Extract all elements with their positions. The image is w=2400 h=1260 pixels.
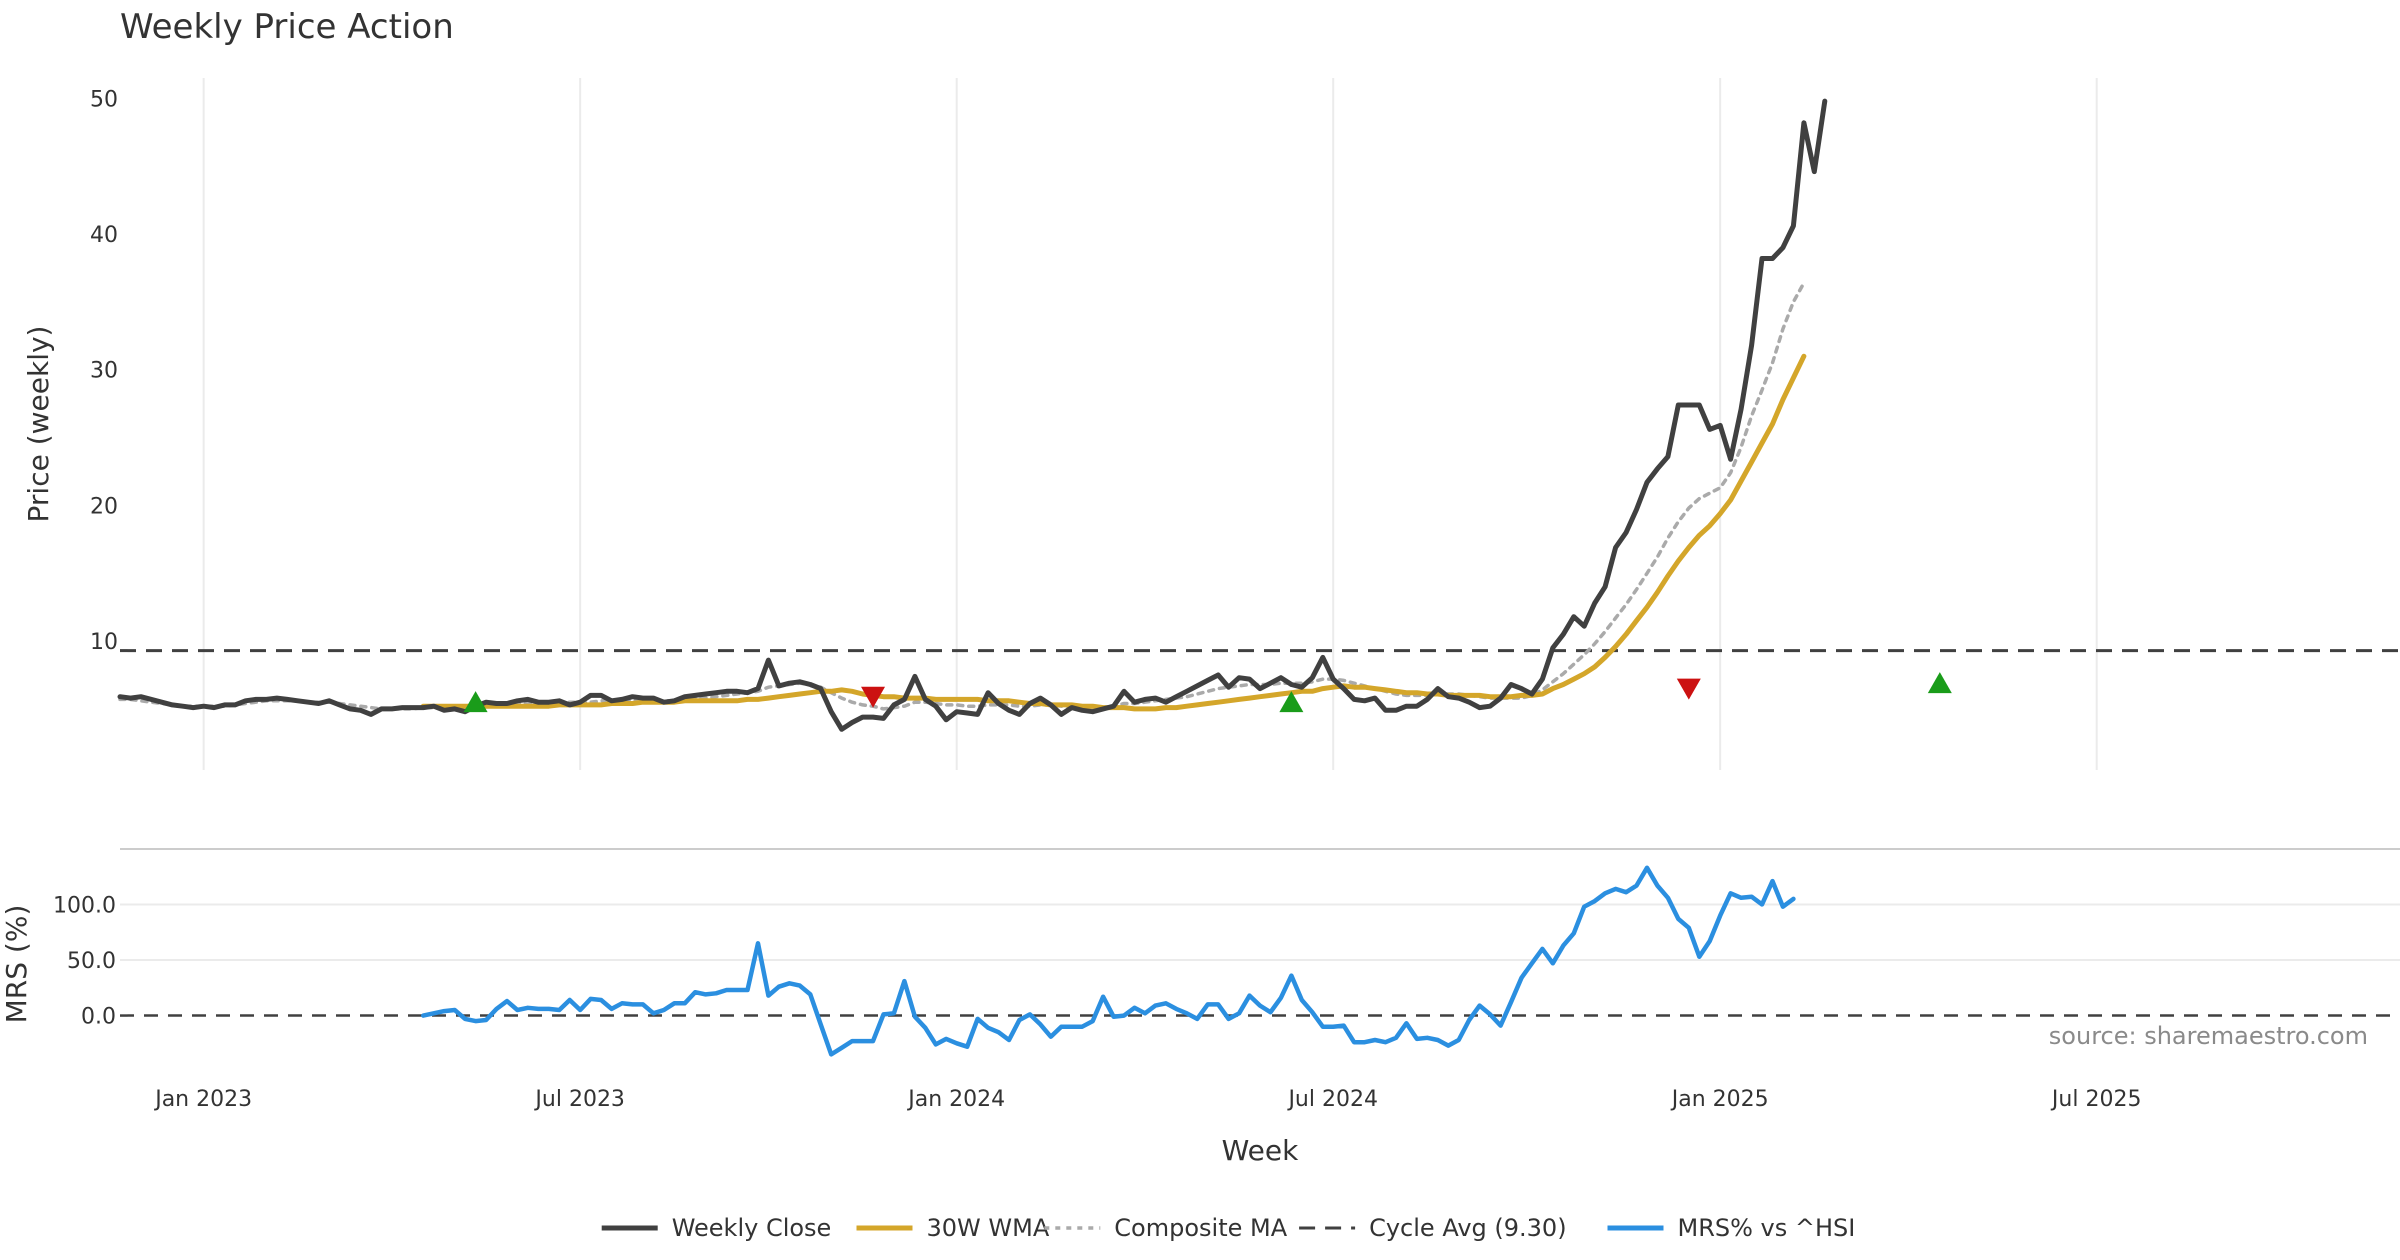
legend: Weekly Close 30W WMA Composite MA Cycle Avg… — [601, 1214, 1856, 1242]
price-y-axis-title: Price (weekly) — [22, 326, 55, 523]
mrs-line — [421, 865, 1796, 1057]
legend-label: Composite MA — [1114, 1214, 1287, 1242]
legend-item-cycle: Cycle Avg (9.30) — [1299, 1214, 1567, 1242]
x-tick-label: Jul 2023 — [533, 1087, 625, 1112]
chart-title: Weekly Price Action — [120, 7, 454, 47]
price-y-tick-label: 40 — [90, 223, 118, 248]
buy-signal-marker — [1927, 672, 1952, 694]
price-gridlines — [202, 78, 2098, 770]
price-y-tick-label: 10 — [90, 630, 118, 655]
legend-item-wma: 30W WMA — [856, 1214, 1050, 1242]
price-series — [117, 98, 1828, 732]
source-label: source: sharemaestro.com — [2049, 1022, 2368, 1050]
mrs-series — [421, 865, 1796, 1057]
mrs-y-tick-label: 100.0 — [53, 893, 116, 918]
mrs-panel: 0.0 50.0 100.0 MRS (%) source: sharemaestr… — [0, 865, 2400, 1057]
sell-signal-marker — [861, 686, 886, 708]
price-panel: 10 20 30 40 50 Price (weekly) — [22, 78, 2400, 770]
x-axis: Jan 2023 Jul 2023 Jan 2024 Jul 2024 Jan 2025… — [153, 1087, 2141, 1112]
price-y-tick-label: 20 — [90, 494, 118, 519]
legend-item-mrs: MRS% vs ^HSI — [1607, 1214, 1856, 1242]
x-tick-label: Jan 2025 — [1670, 1087, 1769, 1112]
mrs-y-axis-title: MRS (%) — [0, 905, 33, 1024]
wma-30w-line — [420, 353, 1807, 712]
weekly-close-line — [117, 98, 1828, 732]
buy-signal-marker — [1279, 691, 1304, 713]
price-y-tick-label: 30 — [90, 359, 118, 384]
x-axis-title: Week — [1222, 1134, 1299, 1167]
mrs-y-tick-label: 50.0 — [67, 949, 116, 974]
legend-item-composite: Composite MA — [1044, 1214, 1288, 1242]
composite-ma-line — [118, 281, 1806, 711]
sell-signal-marker — [1676, 678, 1701, 700]
x-tick-label: Jan 2024 — [906, 1087, 1005, 1112]
buy-signal-marker — [463, 691, 488, 713]
legend-label: 30W WMA — [927, 1214, 1050, 1242]
legend-label: Cycle Avg (9.30) — [1369, 1214, 1566, 1242]
x-tick-label: Jul 2024 — [1286, 1087, 1378, 1112]
signal-markers — [463, 672, 1952, 713]
mrs-y-tick-label: 0.0 — [81, 1005, 116, 1030]
mrs-gridlines — [120, 903, 2400, 961]
x-tick-label: Jul 2025 — [2050, 1087, 2142, 1112]
legend-label: MRS% vs ^HSI — [1678, 1214, 1856, 1242]
x-tick-label: Jan 2023 — [153, 1087, 252, 1112]
price-y-tick-label: 50 — [90, 87, 118, 112]
legend-label: Weekly Close — [672, 1214, 832, 1242]
price-y-axis: 10 20 30 40 50 — [90, 87, 118, 655]
mrs-y-axis: 0.0 50.0 100.0 — [53, 893, 116, 1029]
legend-item-close: Weekly Close — [601, 1214, 832, 1242]
